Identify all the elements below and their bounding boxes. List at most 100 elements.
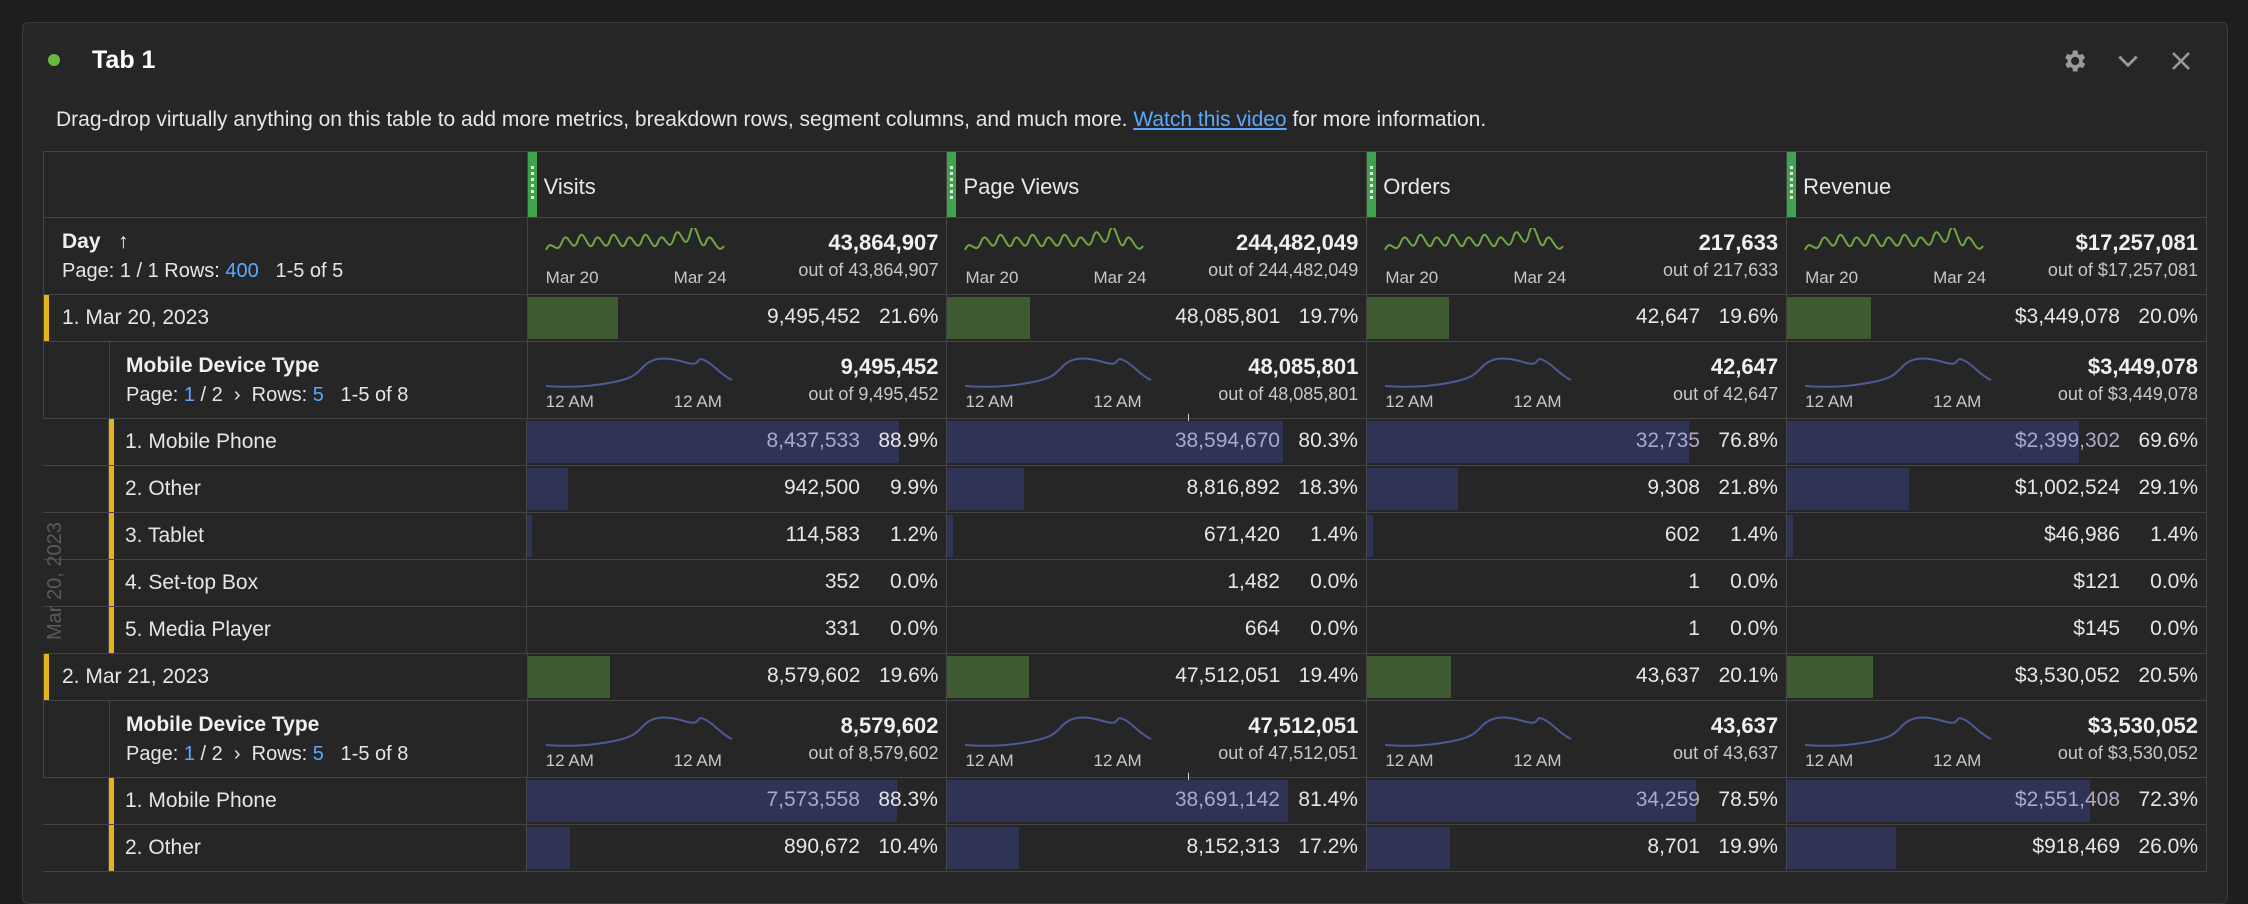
- metric-cell[interactable]: 7,573,558 88.3%: [526, 778, 947, 824]
- metric-cell[interactable]: $145 0.0%: [1787, 607, 2207, 653]
- metric-cell[interactable]: 8,701 19.9%: [1366, 825, 1787, 871]
- metric-cell[interactable]: 890,672 10.4%: [526, 825, 947, 871]
- percent-bar: [946, 421, 1284, 463]
- drag-handle[interactable]: [947, 152, 957, 217]
- rows-selector[interactable]: 400: [225, 260, 259, 282]
- breakdown-title: Mobile Device Type: [126, 354, 320, 377]
- breakdown-label-cell[interactable]: 4. Set-top Box: [43, 560, 527, 606]
- column-header-page-views[interactable]: Page Views: [947, 152, 1368, 217]
- drag-handle[interactable]: [1787, 152, 1797, 217]
- metric-cell[interactable]: 8,152,313 17.2%: [946, 825, 1367, 871]
- metric-value: 8,816,892: [1186, 476, 1280, 499]
- day-row[interactable]: 1. Mar 20, 2023 9,495,452 21.6% 48,085,801 1…: [43, 295, 2207, 342]
- tab-title[interactable]: Tab 1: [92, 46, 156, 74]
- percent-bar: [1366, 515, 1373, 557]
- column-total-outof: out of 43,864,907: [798, 260, 939, 280]
- metric-cell[interactable]: 331 0.0%: [527, 607, 947, 653]
- breakdown-label-cell[interactable]: 3. Tablet: [43, 513, 527, 559]
- page-label: Page:: [126, 384, 184, 406]
- metric-value: $145: [2073, 617, 2120, 640]
- breakdown-row[interactable]: 2. Other 942,500 9.9% 8,816,892 18.3% 9,308 21…: [43, 466, 2207, 513]
- day-row[interactable]: 2. Mar 21, 2023 8,579,602 19.6% 47,512,051 1…: [43, 654, 2207, 701]
- metric-cell[interactable]: 42,647 19.6%: [1367, 295, 1788, 341]
- breakdown-label-cell[interactable]: 5. Media Player: [43, 607, 527, 653]
- column-header-revenue[interactable]: Revenue: [1787, 152, 2207, 217]
- breakdown-row[interactable]: 3. Tablet 114,583 1.2% 671,420 1.4% 602 1.4% $4…: [43, 513, 2207, 560]
- metric-cell[interactable]: 942,500 9.9%: [526, 466, 947, 512]
- breakdown-label: 1. Mobile Phone: [125, 789, 277, 812]
- dimension-header[interactable]: Day ↑ Page: 1 / 1 Rows: 400 1-5 of 5: [44, 218, 528, 294]
- rows-selector[interactable]: 5: [312, 384, 324, 406]
- percent-bar: [526, 780, 897, 822]
- gear-icon[interactable]: [2059, 46, 2089, 76]
- metric-percent: 1.4%: [1730, 523, 1778, 546]
- metric-cell[interactable]: 114,583 1.2%: [526, 513, 947, 559]
- metric-cell[interactable]: 47,512,051 19.4%: [947, 654, 1368, 700]
- metric-cell[interactable]: $918,469 26.0%: [1786, 825, 2207, 871]
- axis-tick: 12 AM: [965, 392, 1014, 411]
- metric-cell[interactable]: 602 1.4%: [1366, 513, 1787, 559]
- breakdown-row[interactable]: 1. Mobile Phone 7,573,558 88.3% 38,691,142 8…: [43, 778, 2207, 825]
- percent-bar: [1786, 515, 1793, 557]
- chevron-right-icon[interactable]: ›: [222, 384, 252, 406]
- metric-cell[interactable]: 1 0.0%: [1367, 560, 1787, 606]
- metric-cell[interactable]: 9,308 21.8%: [1366, 466, 1787, 512]
- metric-cell[interactable]: 38,691,142 81.4%: [946, 778, 1367, 824]
- metric-cell[interactable]: $121 0.0%: [1787, 560, 2207, 606]
- breakdown-dimension-header[interactable]: Mobile Device Type Page: 1 / 2 › Rows: 5 …: [44, 701, 528, 777]
- metric-percent: 1.4%: [1310, 523, 1358, 546]
- drag-handle[interactable]: [527, 152, 537, 217]
- metric-cell[interactable]: $2,399,302 69.6%: [1786, 419, 2207, 465]
- breakdown-row[interactable]: 2. Other 890,672 10.4% 8,152,313 17.2% 8,701 1…: [43, 825, 2207, 872]
- close-icon[interactable]: [2166, 46, 2196, 76]
- breakdown-row[interactable]: 4. Set-top Box 352 0.0% 1,482 0.0% 1 0.0% $121 0…: [43, 560, 2207, 607]
- metric-cell[interactable]: 48,085,801 19.7%: [947, 295, 1368, 341]
- chevron-down-icon[interactable]: [2113, 46, 2143, 76]
- rows-selector[interactable]: 5: [312, 743, 324, 765]
- metric-cell[interactable]: 32,735 76.8%: [1366, 419, 1787, 465]
- day-label-cell[interactable]: 2. Mar 21, 2023: [44, 654, 528, 700]
- metric-cell[interactable]: 664 0.0%: [947, 607, 1367, 653]
- metric-cell[interactable]: 8,816,892 18.3%: [946, 466, 1367, 512]
- metric-percent: 78.5%: [1718, 788, 1778, 811]
- range-label: 1-5 of 8: [323, 384, 409, 406]
- drag-handle[interactable]: [1367, 152, 1377, 217]
- breakdown-label-cell[interactable]: 1. Mobile Phone: [43, 778, 527, 824]
- breakdown-label-cell[interactable]: 2. Other: [43, 466, 527, 512]
- arrow-down-icon[interactable]: ↓: [1183, 408, 1194, 430]
- breakdown-row[interactable]: 1. Mobile Phone 8,437,533 88.9% 38,594,670 8…: [43, 419, 2207, 466]
- metric-percent: 18.3%: [1298, 476, 1358, 499]
- column-header-orders[interactable]: Orders: [1367, 152, 1788, 217]
- percent-bar: [946, 515, 953, 557]
- breakdown-label-cell[interactable]: 1. Mobile Phone: [43, 419, 527, 465]
- metric-cell[interactable]: 43,637 20.1%: [1367, 654, 1788, 700]
- metric-cell[interactable]: $3,449,078 20.0%: [1787, 295, 2207, 341]
- metric-cell[interactable]: $46,986 1.4%: [1786, 513, 2207, 559]
- metric-cell[interactable]: 352 0.0%: [527, 560, 947, 606]
- arrow-down-icon[interactable]: ↓: [1183, 767, 1194, 789]
- day-label-cell[interactable]: 1. Mar 20, 2023: [44, 295, 528, 341]
- metric-cell[interactable]: 1 0.0%: [1367, 607, 1787, 653]
- percent-bar: [946, 780, 1288, 822]
- metric-cell[interactable]: $1,002,524 29.1%: [1786, 466, 2207, 512]
- breakdown-indent: [43, 419, 109, 465]
- metric-cell[interactable]: 34,259 78.5%: [1366, 778, 1787, 824]
- percent-bar: [1786, 421, 2079, 463]
- metric-cell[interactable]: 38,594,670 80.3%: [946, 419, 1367, 465]
- column-header-visits[interactable]: Visits: [527, 152, 948, 217]
- metric-cell[interactable]: 9,495,452 21.6%: [527, 295, 948, 341]
- metric-cell[interactable]: 8,437,533 88.9%: [526, 419, 947, 465]
- metric-cell[interactable]: 671,420 1.4%: [946, 513, 1367, 559]
- metric-cell[interactable]: $2,551,408 72.3%: [1786, 778, 2207, 824]
- metric-cell[interactable]: $3,530,052 20.5%: [1787, 654, 2207, 700]
- chevron-right-icon[interactable]: ›: [222, 743, 252, 765]
- watch-video-link[interactable]: Watch this video: [1133, 108, 1287, 131]
- metric-cell[interactable]: 1,482 0.0%: [947, 560, 1367, 606]
- breakdown-dimension-header[interactable]: Mobile Device Type Page: 1 / 2 › Rows: 5 …: [44, 342, 528, 418]
- breakdown-label-cell[interactable]: 2. Other: [43, 825, 527, 871]
- page-selector[interactable]: 1: [183, 384, 195, 406]
- metric-cell[interactable]: 8,579,602 19.6%: [527, 654, 948, 700]
- arrow-up-icon[interactable]: ↑: [118, 230, 129, 253]
- breakdown-row[interactable]: 5. Media Player 331 0.0% 664 0.0% 1 0.0% $145 0.…: [43, 607, 2207, 654]
- page-selector[interactable]: 1: [183, 743, 195, 765]
